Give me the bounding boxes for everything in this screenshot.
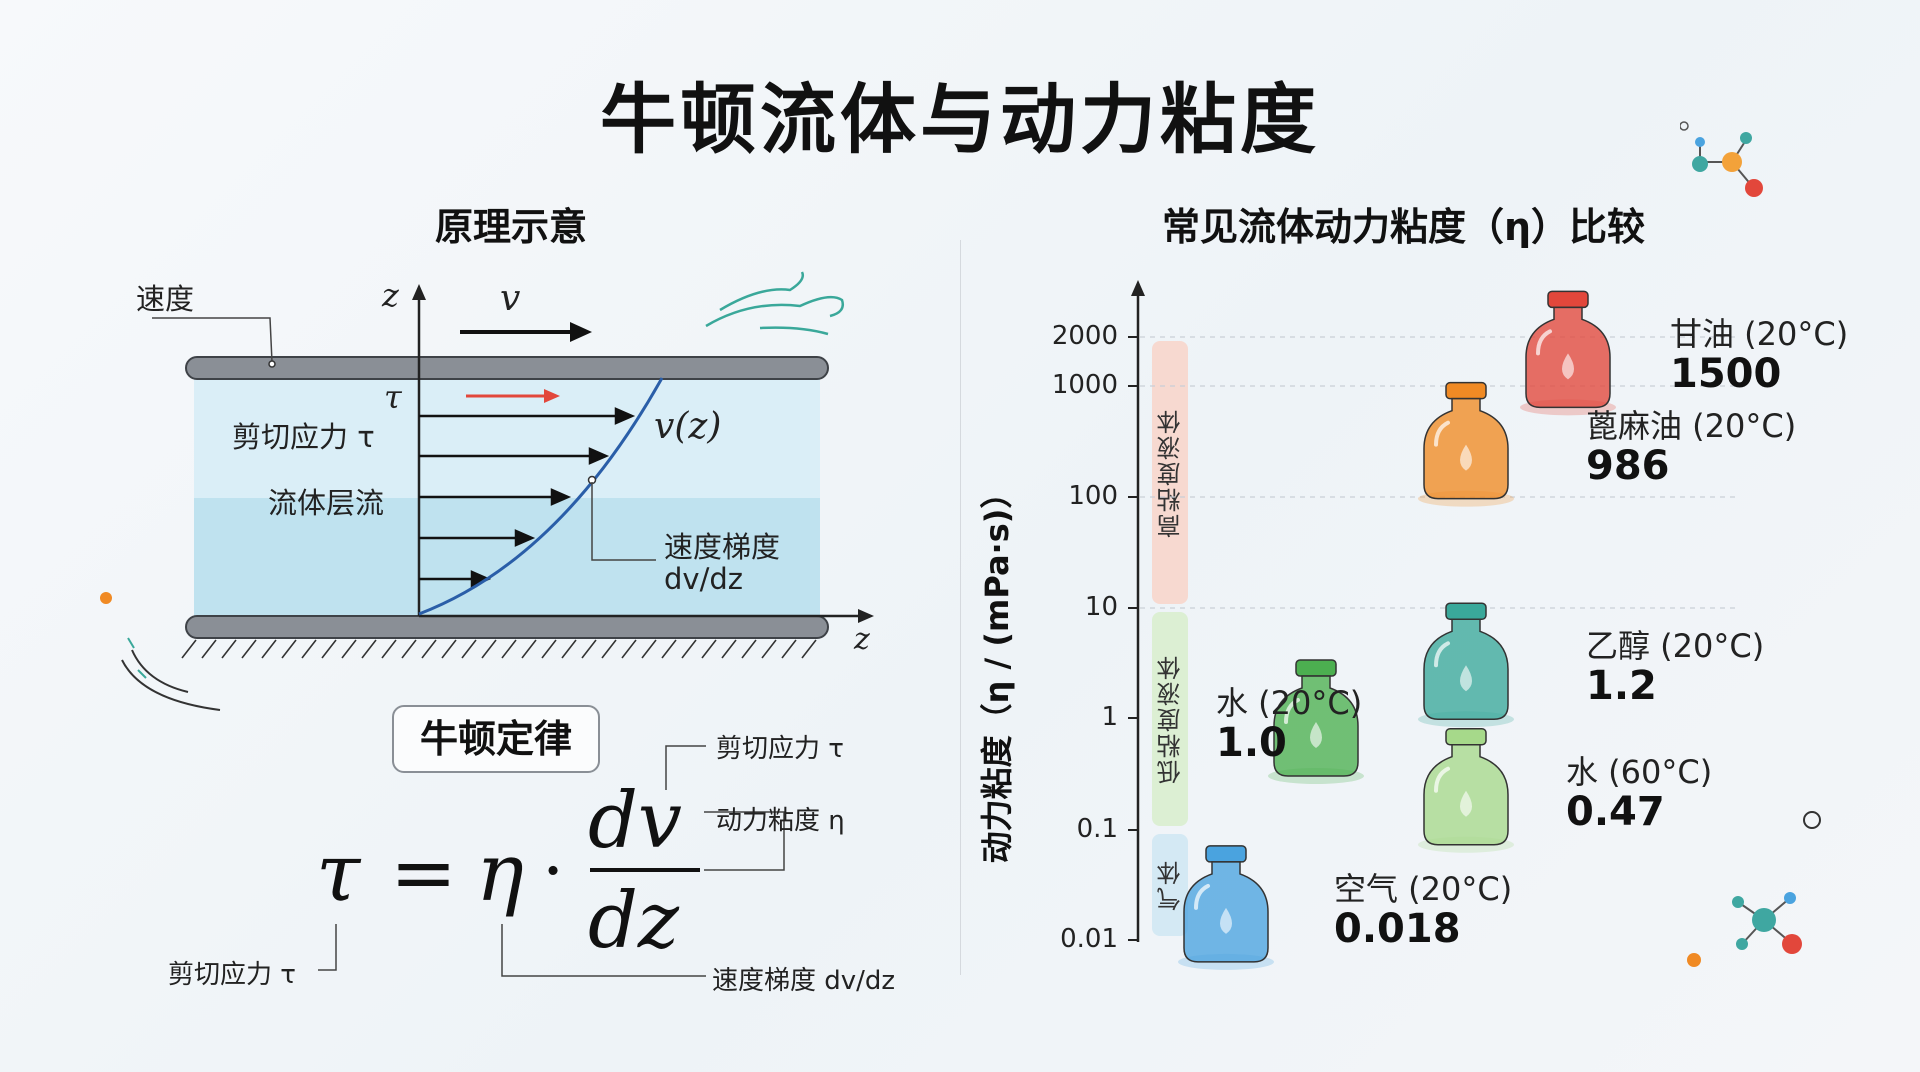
annotation-shear-left: 剪切应力 τ xyxy=(168,960,296,990)
y-tick-label: 100 xyxy=(1068,481,1118,511)
ground-hatching xyxy=(181,639,817,659)
fluid-name-label: 乙醇 (20°C) xyxy=(1586,627,1765,666)
molecule-icon-bottom xyxy=(1732,892,1802,954)
molecule-icon xyxy=(1680,121,1763,197)
fluid-name-label: 空气 (20°C) xyxy=(1334,869,1513,908)
formula-dot: · xyxy=(542,830,565,912)
fluid-value-label: 1500 xyxy=(1670,351,1782,398)
annotation-gradient: 速度梯度 dv/dz xyxy=(712,966,896,996)
fluid-value-label: 0.018 xyxy=(1334,905,1461,952)
viscosity-band: 高粘度液体 xyxy=(1152,341,1188,604)
z-axis-top-label: z xyxy=(382,276,399,314)
bottle-icon xyxy=(1520,290,1616,416)
wind-icon xyxy=(705,271,844,336)
principle-heading: 原理示意 xyxy=(435,205,588,249)
decor-dot-left xyxy=(100,592,112,604)
y-tick-label: 10 xyxy=(1084,592,1118,622)
y-tick-label: 1000 xyxy=(1051,370,1118,400)
viscosity-band: 气体 xyxy=(1152,834,1188,936)
shear-stress-label: 剪切应力 τ xyxy=(232,420,375,454)
fluid-name-label: 甘油 (20°C) xyxy=(1670,315,1849,354)
formula-numerator: dv xyxy=(588,776,682,866)
decor-dot xyxy=(1687,953,1701,967)
top-plate xyxy=(185,356,829,380)
fluid-name-label: 水 (60°C) xyxy=(1566,752,1713,791)
velocity-label: 速度 xyxy=(136,282,195,316)
velocity-symbol: v xyxy=(500,278,521,319)
bottle-icon xyxy=(1268,659,1364,784)
gradient-leader xyxy=(591,482,656,561)
fluid-lower-region xyxy=(194,498,820,616)
formula-leaders xyxy=(318,745,785,977)
page-title: 牛顿流体与动力粘度 xyxy=(600,75,1320,164)
bottle-icon xyxy=(1418,727,1514,853)
velocity-profile-arrows xyxy=(419,407,636,588)
decor-circle xyxy=(1803,811,1821,829)
y-tick-label: 2000 xyxy=(1051,321,1118,351)
fluid-value-label: 1.0 xyxy=(1216,720,1287,766)
motion-lines-icon xyxy=(121,637,221,711)
annotation-shear-right: 剪切应力 τ xyxy=(716,734,844,764)
y-tick-label: 0.01 xyxy=(1060,924,1118,954)
fluid-name-label: 水 (20°C) xyxy=(1216,684,1363,722)
y-tick-label: 0.1 xyxy=(1076,814,1118,844)
bottle-icon xyxy=(1178,845,1274,970)
laminar-flow-label: 流体层流 xyxy=(268,486,385,520)
z-axis-arrowhead xyxy=(412,284,426,300)
x-axis-label: z xyxy=(854,622,870,657)
fluid-name-label: 蓖麻油 (20°C) xyxy=(1586,406,1797,445)
formula-equals: = xyxy=(390,826,458,919)
formula-tau: τ xyxy=(316,826,361,919)
gradient-label-line1: 速度梯度 xyxy=(664,530,781,564)
comparison-heading: 常见流体动力粘度（η）比较 xyxy=(1162,205,1646,249)
fluid-value-label: 0.47 xyxy=(1566,788,1665,835)
fluid-value-label: 986 xyxy=(1586,442,1670,489)
x-axis-arrowhead xyxy=(858,609,874,623)
speed-leader xyxy=(152,317,273,363)
viscosity-band: 低粘度液体 xyxy=(1152,612,1188,826)
fluid-value-label: 1.2 xyxy=(1586,663,1657,710)
y-tick-label: 1 xyxy=(1101,702,1118,732)
newton-law-title: 牛顿定律 xyxy=(392,705,600,773)
formula-eta: η xyxy=(476,826,524,919)
velocity-profile-curve xyxy=(418,377,664,616)
gradient-label-line2: dv/dz xyxy=(664,562,743,596)
fluid-upper-region xyxy=(194,378,820,498)
bottle-icon xyxy=(1418,381,1514,507)
section-divider xyxy=(960,240,961,975)
formula-denominator: dz xyxy=(588,876,680,966)
y-axis-arrowhead xyxy=(1131,280,1145,296)
tau-symbol: τ xyxy=(384,378,402,416)
bottle-icon xyxy=(1418,602,1514,728)
annotation-viscosity: 动力粘度 η xyxy=(716,806,845,836)
velocity-profile-label: v(z) xyxy=(654,406,722,447)
flow-diagram xyxy=(152,271,874,659)
